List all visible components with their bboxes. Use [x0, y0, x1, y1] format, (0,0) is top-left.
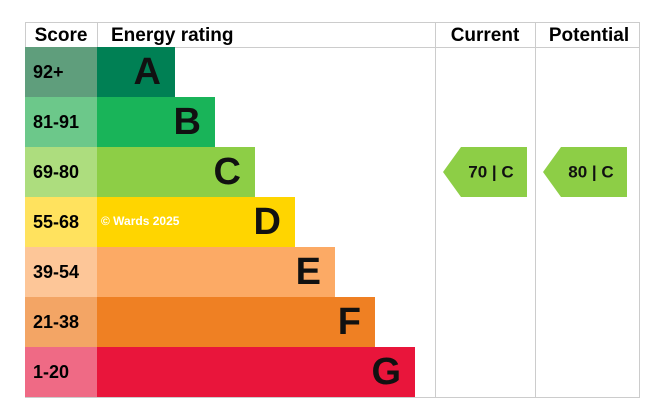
score-label: 39-54: [33, 262, 79, 282]
score-label: 21-38: [33, 312, 79, 332]
score-cell: [25, 347, 97, 397]
score-cell: [25, 47, 97, 97]
rating-bar: [97, 297, 375, 347]
header: Score: [35, 25, 88, 46]
rating-letter: E: [296, 251, 321, 293]
rating-letter: F: [338, 301, 361, 343]
rating-bar: [97, 147, 255, 197]
rating-bar: [97, 247, 335, 297]
score-label: 69-80: [33, 162, 79, 182]
score-cell: [25, 97, 97, 147]
rating-bar: [97, 47, 175, 97]
score-label: 92+: [33, 62, 64, 82]
score-cell: [25, 247, 97, 297]
rating-arrow: [543, 147, 627, 197]
header: Energy rating: [111, 25, 233, 46]
rating-letter: G: [371, 351, 401, 393]
rating-letter: B: [174, 101, 201, 143]
rating-arrow: [443, 147, 527, 197]
header: Current: [451, 25, 520, 46]
rating-bar: [97, 347, 415, 397]
score-label: 1-20: [33, 362, 69, 382]
score-label: 55-68: [33, 212, 79, 232]
score-cell: [25, 147, 97, 197]
rating-bar: [97, 197, 295, 247]
rating-letter: A: [134, 51, 161, 93]
rating-arrow-label: 80 | C: [568, 162, 613, 181]
rating-bar: [97, 97, 215, 147]
header: Potential: [549, 25, 629, 46]
rating-letter: D: [254, 201, 281, 243]
watermark: © Wards 2025: [101, 214, 180, 228]
rating-letter: C: [214, 151, 241, 193]
score-label: 81-91: [33, 112, 79, 132]
rating-arrow-label: 70 | C: [468, 162, 513, 181]
score-cell: [25, 197, 97, 247]
score-cell: [25, 297, 97, 347]
